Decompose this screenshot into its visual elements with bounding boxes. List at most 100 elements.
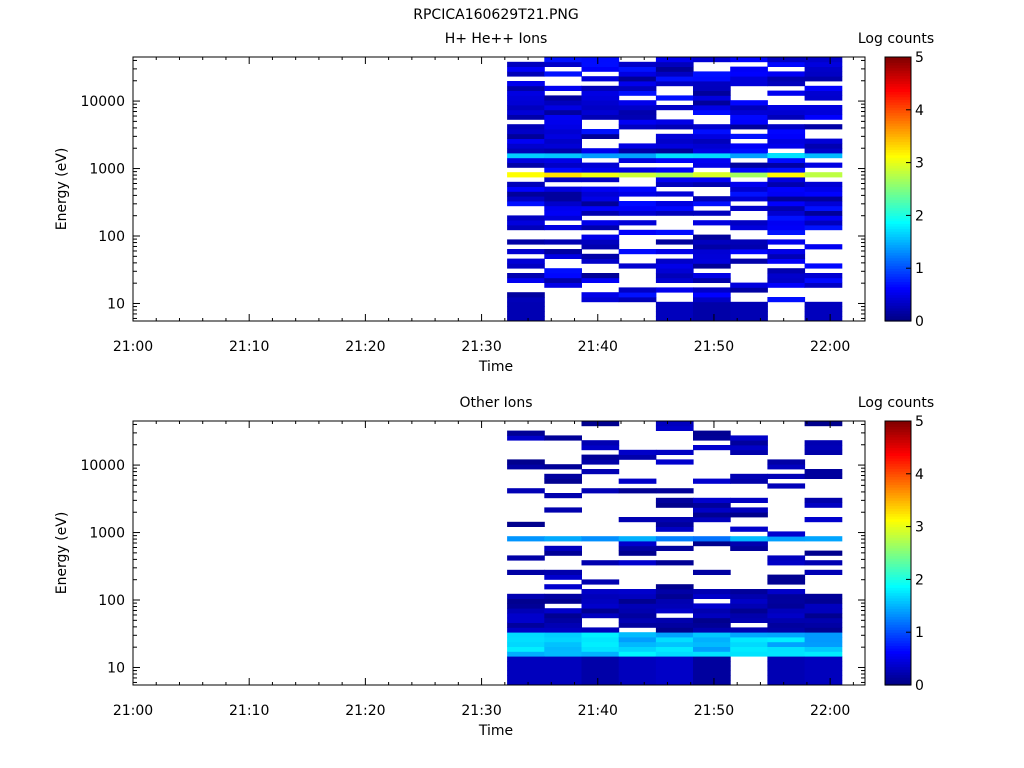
colorbar-swatch xyxy=(885,262,911,267)
colorbar-swatch xyxy=(885,299,911,304)
heatmap-cell xyxy=(507,61,545,67)
colorbar-frame xyxy=(884,420,912,686)
heatmap-cell xyxy=(767,603,806,609)
heatmap-cell xyxy=(581,57,620,63)
heatmap-cell xyxy=(693,196,731,202)
colorbar-swatch xyxy=(885,468,911,472)
colorbar-swatch xyxy=(885,239,911,243)
colorbar-swatch xyxy=(885,513,911,517)
heatmap-cell xyxy=(767,531,806,537)
heatmap-cell xyxy=(581,277,620,283)
colorbar-swatch xyxy=(885,436,911,441)
heatmap-cell xyxy=(693,287,731,293)
heatmap-cell xyxy=(544,153,582,159)
colorbar-swatch xyxy=(885,133,911,137)
heatmap-cells xyxy=(507,421,843,686)
heatmap-cell xyxy=(767,71,806,77)
heatmap-cell xyxy=(730,181,768,187)
heatmap-cell xyxy=(804,680,843,686)
heatmap-cell xyxy=(693,637,731,643)
figure-title: RPCICA160629T21.PNG xyxy=(413,7,578,23)
colorbar-swatch xyxy=(885,284,911,288)
colorbar-swatch xyxy=(885,650,911,654)
colorbar-swatch xyxy=(885,545,911,549)
colorbar-swatch xyxy=(885,138,911,143)
heatmap-cell xyxy=(507,157,545,163)
heatmap-cell xyxy=(730,593,768,599)
heatmap-cell xyxy=(804,608,843,614)
colorbar-tick-label: 5 xyxy=(915,414,924,430)
heatmap-cell xyxy=(767,598,806,604)
heatmap-cell xyxy=(804,449,843,455)
heatmap-cell xyxy=(544,627,582,633)
colorbar-swatch xyxy=(885,439,911,443)
colorbar-swatch xyxy=(885,671,911,676)
heatmap-cell xyxy=(618,124,657,130)
colorbar-swatch xyxy=(885,682,911,686)
heatmap-cell xyxy=(507,617,545,623)
heatmap-cell xyxy=(693,210,731,216)
heatmap-cell xyxy=(581,603,620,609)
heatmap-cell xyxy=(581,253,620,259)
heatmap-cell xyxy=(507,608,545,614)
heatmap-cell xyxy=(655,560,694,566)
colorbar-swatch xyxy=(885,481,911,485)
heatmap-cell xyxy=(581,670,620,676)
colorbar-swatch xyxy=(885,88,911,92)
colorbar-swatch xyxy=(885,141,911,145)
heatmap-cell xyxy=(618,449,657,455)
heatmap-cell xyxy=(730,440,768,446)
heatmap-cell xyxy=(767,61,806,67)
heatmap-cell xyxy=(655,661,694,667)
heatmap-cell xyxy=(544,157,582,163)
heatmap-cell xyxy=(804,421,843,427)
heatmap-cell xyxy=(655,177,694,183)
heatmap-cell xyxy=(693,143,731,149)
heatmap-cell xyxy=(544,196,582,202)
colorbar-swatch xyxy=(885,189,911,193)
heatmap-cell xyxy=(507,488,545,494)
heatmap-cell xyxy=(581,201,620,207)
heatmap-cell xyxy=(618,201,657,207)
colorbar-tick-label: 3 xyxy=(915,156,924,172)
heatmap-cell xyxy=(507,81,545,87)
heatmap-cell xyxy=(507,603,545,609)
x-tick-label: 21:00 xyxy=(113,339,153,355)
heatmap-cell xyxy=(693,105,731,111)
heatmap-cell xyxy=(693,90,731,96)
heatmap-cell xyxy=(767,81,806,87)
heatmap-cell xyxy=(581,589,620,595)
colorbar-swatch xyxy=(885,93,911,98)
heatmap-cell xyxy=(804,569,843,575)
heatmap-cell xyxy=(767,297,806,303)
colorbar-swatch xyxy=(885,70,911,74)
colorbar-swatch xyxy=(885,582,911,586)
heatmap-cell xyxy=(507,555,545,561)
heatmap-cell xyxy=(507,646,545,652)
heatmap-cell xyxy=(581,129,620,135)
heatmap-cell xyxy=(544,100,582,106)
heatmap-cell xyxy=(804,105,843,111)
heatmap-cell xyxy=(730,76,768,82)
heatmap-cell xyxy=(804,598,843,604)
colorbar-swatch xyxy=(885,587,911,591)
heatmap-cell xyxy=(730,143,768,149)
colorbar-swatch xyxy=(885,450,911,454)
colorbar-swatch xyxy=(885,136,911,140)
heatmap-cell xyxy=(581,95,620,101)
colorbar-swatch xyxy=(885,558,911,562)
heatmap-cell xyxy=(618,167,657,173)
x-tick-label: 21:10 xyxy=(229,339,269,355)
heatmap-cell xyxy=(767,191,806,197)
heatmap-cell xyxy=(655,138,694,144)
colorbar-swatch xyxy=(885,518,911,522)
heatmap-cell xyxy=(804,85,843,91)
heatmap-cell xyxy=(767,172,806,178)
heatmap-cell xyxy=(767,129,806,135)
colorbar-swatch xyxy=(885,487,911,491)
heatmap-cell xyxy=(544,536,582,542)
colorbar-swatch xyxy=(885,589,911,594)
colorbar-swatch xyxy=(885,655,911,660)
colorbar-swatch xyxy=(885,574,911,578)
